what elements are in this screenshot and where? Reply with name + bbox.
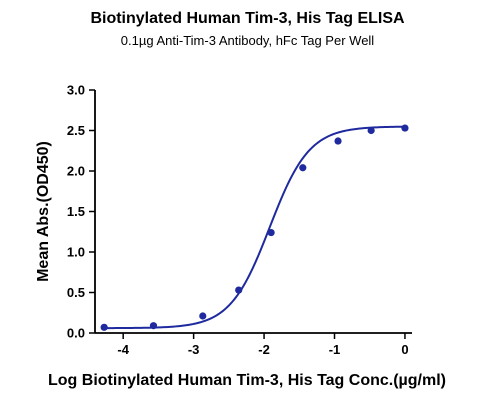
y-tick-label: 2.5	[67, 123, 85, 138]
data-point	[367, 126, 375, 135]
data-point	[149, 322, 158, 330]
y-tick-label: 1.0	[67, 245, 85, 260]
data-point	[299, 164, 307, 172]
data-point	[267, 228, 275, 237]
y-tick-label: 0.0	[67, 326, 85, 341]
x-axis-title: Log Biotinylated Human Tim-3, His Tag Co…	[48, 372, 446, 389]
data-point	[235, 286, 243, 294]
y-tick-label: 3.0	[67, 83, 85, 98]
fit-curve	[104, 125, 405, 330]
x-tick-label: -4	[117, 342, 129, 357]
y-ticks: 0.0 0.5 1.0 1.5 2.0 2.5 3.0	[67, 83, 95, 341]
x-tick-label: -2	[258, 342, 270, 357]
data-point	[199, 312, 207, 320]
chart-title: Biotinylated Human Tim-3, His Tag ELISA	[90, 10, 405, 27]
chart-subtitle: 0.1µg Anti-Tim-3 Antibody, hFc Tag Per W…	[120, 33, 375, 48]
x-ticks: -4 -3 -2 -1 0	[117, 333, 409, 357]
y-tick-label: 1.5	[67, 204, 85, 219]
data-point	[401, 124, 409, 132]
y-axis-title: Mean Abs.(OD450)	[35, 141, 52, 282]
data-point	[100, 323, 108, 331]
y-tick-label: 0.5	[67, 285, 85, 300]
y-tick-label: 2.0	[67, 164, 85, 179]
data-point	[334, 137, 342, 145]
data-points	[100, 124, 409, 331]
x-tick-label: 0	[401, 342, 408, 357]
x-tick-label: -3	[188, 342, 200, 357]
x-tick-label: -1	[329, 342, 341, 357]
